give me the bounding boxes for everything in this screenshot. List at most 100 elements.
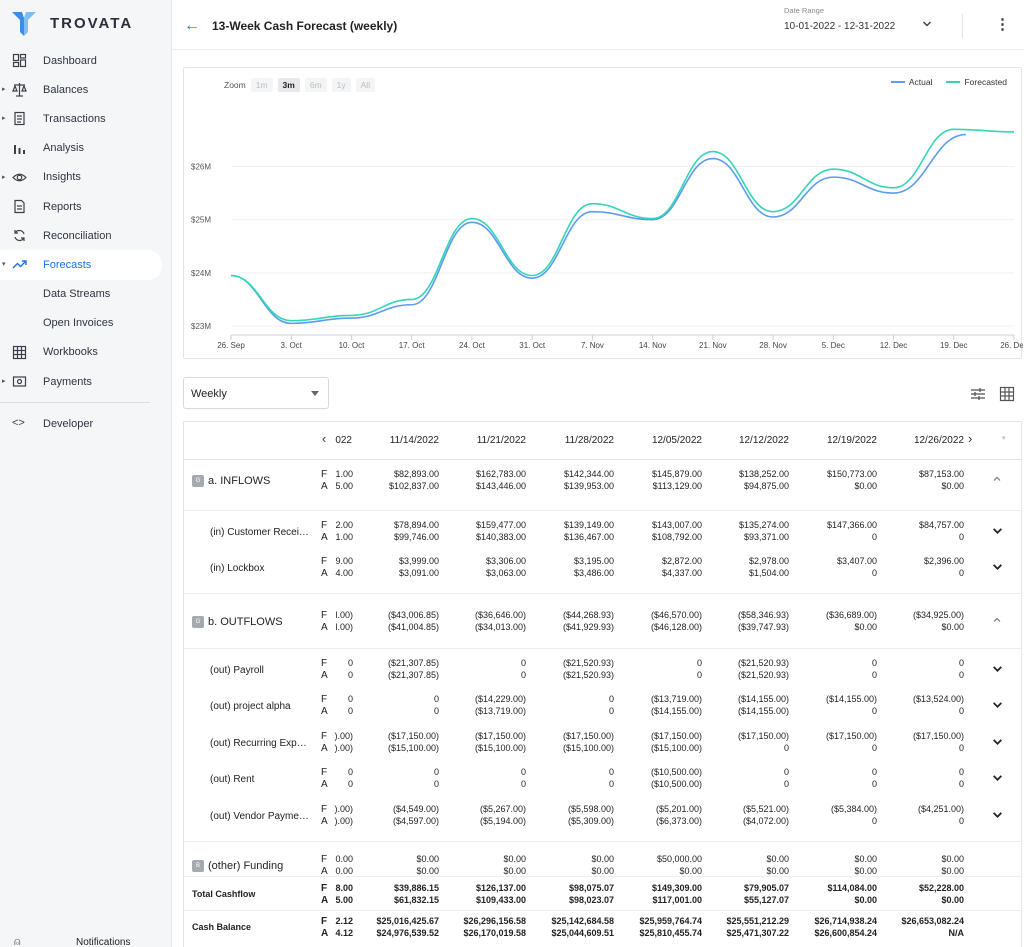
table-row[interactable]: (in) Customer Recei… F 2.00 A 1.00 $78,894.00… xyxy=(184,520,1021,548)
zoom-6m-button[interactable]: 6m xyxy=(304,78,327,92)
actual-cell: $113,129.00 xyxy=(652,481,702,491)
actual-cell: 0 xyxy=(958,532,964,542)
partial-cell: 0 xyxy=(347,670,353,680)
column-menu-icon[interactable]: ▾ xyxy=(1002,435,1006,442)
x-tick-label: 31. Oct xyxy=(519,341,546,350)
caret-right-icon[interactable]: ▸ xyxy=(2,173,6,181)
date-range-value[interactable]: 10-01-2022 - 12-31-2022 xyxy=(784,21,896,32)
actual-cell: $0.00 xyxy=(766,866,789,876)
legend-actual[interactable]: Actual xyxy=(890,77,932,87)
sidebar-item-dashboard[interactable]: Dashboard xyxy=(0,46,162,75)
table-row[interactable]: (out) Vendor Payme… F).00) A).00) ($4,549.0… xyxy=(184,804,1021,832)
chevron-up-icon[interactable] xyxy=(992,474,1002,487)
chevron-down-icon[interactable] xyxy=(992,699,1003,713)
chevron-down-icon[interactable] xyxy=(992,525,1003,539)
back-arrow-icon[interactable]: ← xyxy=(184,17,200,34)
partial-cell: 5.00 xyxy=(335,895,353,905)
chevron-down-icon[interactable] xyxy=(922,19,932,29)
x-tick-label: 26. Dec xyxy=(1000,341,1023,350)
forecast-cell: 0 xyxy=(608,694,614,704)
forecast-marker: F xyxy=(321,916,328,927)
sidebar-item-analysis[interactable]: Analysis xyxy=(0,134,162,163)
notifications-link[interactable]: ⍝ Notifications xyxy=(14,936,130,947)
zoom-1m-button[interactable]: 1m xyxy=(250,78,273,92)
more-options-icon[interactable]: ⋮ xyxy=(995,16,1010,33)
forecast-marker: F xyxy=(321,694,328,705)
actual-cell: 0 xyxy=(433,779,439,789)
table-row[interactable]: (out) Rent F 0 A 0 0 0 0 ($10,500.00) 0 0 0 0 0 0 ($10,… xyxy=(184,767,1021,795)
sidebar-item-data-streams[interactable]: Data Streams xyxy=(0,280,162,309)
row-divider xyxy=(184,593,1021,594)
zoom-1y-button[interactable]: 1y xyxy=(331,78,351,92)
zoom-all-button[interactable]: All xyxy=(355,78,376,92)
forecast-cell: $149,309.00 xyxy=(651,883,702,893)
partial-cell: ).00) xyxy=(334,816,353,826)
period-select[interactable]: Weekly xyxy=(183,377,329,409)
scroll-right-icon[interactable]: › xyxy=(968,431,973,446)
actual-cell: ($15,100.00) xyxy=(474,743,526,753)
caret-down-icon[interactable]: ▾ xyxy=(2,261,6,269)
row-label: (out) Recurring Exp… xyxy=(210,738,307,749)
total-row[interactable]: Total Cashflow F 8.00 A 5.00 $39,886.15 $126,1… xyxy=(184,883,1021,911)
sidebar-item-reconciliation[interactable]: Reconciliation xyxy=(0,221,162,250)
document-icon xyxy=(12,199,27,214)
sidebar-item-label: Transactions xyxy=(43,112,106,125)
legend-forecasted[interactable]: Forecasted xyxy=(946,77,1007,87)
actual-cell: $55,127.07 xyxy=(743,895,789,905)
sidebar-item-developer[interactable]: <> Developer xyxy=(0,409,162,438)
caret-right-icon[interactable]: ▸ xyxy=(2,378,6,386)
header-divider xyxy=(962,14,963,38)
row-label: (out) Payroll xyxy=(210,665,264,676)
sliders-icon[interactable] xyxy=(970,386,986,402)
sidebar-item-label: Analysis xyxy=(43,142,84,155)
zoom-label: Zoom xyxy=(224,80,246,90)
forecast-cell: ($17,150.00) xyxy=(562,731,614,741)
table-row[interactable]: (out) Payroll F 0 A 0 ($21,307.85) 0 ($21,520.9… xyxy=(184,658,1021,686)
group-label: (other) Funding xyxy=(208,860,284,872)
sidebar-item-balances[interactable]: ▸ Balances xyxy=(0,75,162,104)
sidebar-item-reports[interactable]: Reports xyxy=(0,192,162,221)
forecast-cell: $50,000.00 xyxy=(656,854,702,864)
zoom-3m-button[interactable]: 3m xyxy=(277,78,300,92)
actual-cell: 0 xyxy=(958,743,964,753)
forecast-cell: 0 xyxy=(433,767,439,777)
chevron-down-icon[interactable] xyxy=(992,809,1003,823)
chevron-down-icon[interactable] xyxy=(992,663,1003,677)
series-line-actual[interactable] xyxy=(230,133,966,325)
table-row[interactable]: (out) project alpha F 0 A 0 0 ($14,229.00) 0 ($1… xyxy=(184,694,1021,722)
sidebar-item-open-invoices[interactable]: Open Invoices xyxy=(0,309,162,338)
partial-cell: 8.00 xyxy=(335,883,353,893)
sidebar-item-insights[interactable]: ▸ Insights xyxy=(0,163,162,192)
chevron-down-icon[interactable] xyxy=(992,561,1003,575)
chevron-up-icon[interactable] xyxy=(992,615,1002,628)
table-row[interactable]: (out) Recurring Exp… F).00) A).00) ($17,150… xyxy=(184,731,1021,759)
group-row[interactable]: B (other) Funding F 0.00 A 0.00 $0.00 $0.00 $0.0… xyxy=(184,854,1021,882)
chevron-down-icon[interactable] xyxy=(992,736,1003,750)
actual-cell: 0 xyxy=(871,670,877,680)
scroll-left-icon[interactable]: ‹ xyxy=(322,431,327,446)
actual-cell: $25,471,307.22 xyxy=(726,928,789,938)
sidebar-item-payments[interactable]: ▸ Payments xyxy=(0,367,162,396)
actual-cell: ($15,100.00) xyxy=(562,743,614,753)
series-line-forecasted[interactable] xyxy=(230,128,1015,322)
sidebar-item-forecasts[interactable]: ▾ Forecasts xyxy=(0,250,162,280)
row-label: (out) Rent xyxy=(210,774,255,785)
trovata-logo[interactable]: TROVATA xyxy=(12,10,133,36)
grid-icon[interactable] xyxy=(999,386,1015,402)
row-divider xyxy=(184,648,1021,649)
table-row[interactable]: (in) Lockbox F 9.00 A 4.00 $3,999.00 $3,306.00… xyxy=(184,556,1021,584)
sidebar-item-workbooks[interactable]: Workbooks xyxy=(0,338,162,367)
chevron-down-icon[interactable] xyxy=(992,772,1003,786)
partial-cell: 0 xyxy=(347,694,353,704)
scale-icon xyxy=(12,82,27,97)
actual-cell: $140,383.00 xyxy=(475,532,526,542)
caret-right-icon[interactable]: ▸ xyxy=(2,115,6,123)
column-header: 12/19/2022 xyxy=(826,435,877,446)
forecast-cell: ($17,150.00) xyxy=(825,731,877,741)
total-row[interactable]: Cash Balance F 2.12 A 4.12 $25,016,425.67 $26,… xyxy=(184,916,1021,944)
sidebar-item-transactions[interactable]: ▸ Transactions xyxy=(0,104,162,133)
payment-icon xyxy=(12,374,27,389)
caret-right-icon[interactable]: ▸ xyxy=(2,86,6,94)
